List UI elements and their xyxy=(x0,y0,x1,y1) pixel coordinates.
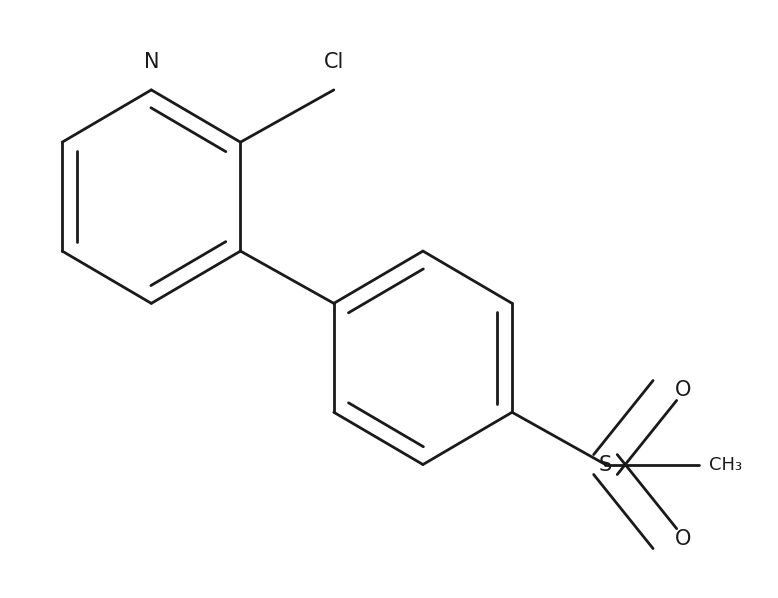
Text: CH₃: CH₃ xyxy=(709,456,742,474)
Text: O: O xyxy=(675,529,692,548)
Text: O: O xyxy=(675,380,692,401)
Text: N: N xyxy=(144,53,159,72)
Text: Cl: Cl xyxy=(324,53,344,72)
Text: S: S xyxy=(599,454,612,475)
